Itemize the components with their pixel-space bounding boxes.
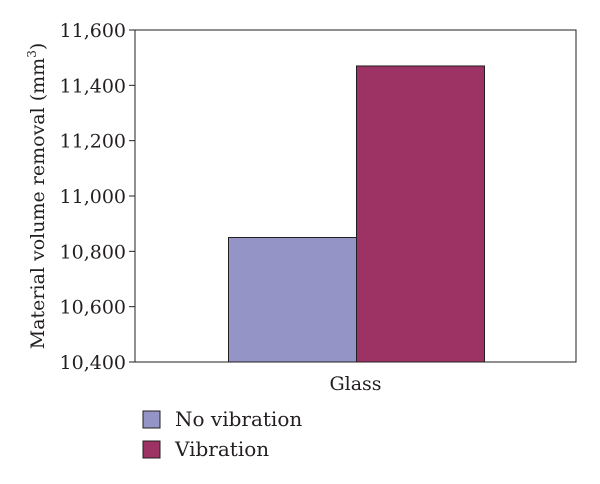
legend-swatch: [142, 410, 161, 429]
bar-no-vibration: [228, 237, 357, 363]
legend-label: No vibration: [175, 407, 302, 431]
y-tick-label: 11,200: [60, 131, 126, 153]
y-tick-label: 10,800: [60, 241, 126, 263]
bar-vibration: [356, 65, 485, 363]
x-axis-categories: Glass: [329, 373, 381, 395]
y-axis-label: Material volume removal (mm3): [25, 43, 49, 350]
y-tick-label: 11,400: [60, 75, 126, 97]
plot-frame: [134, 29, 577, 363]
y-axis-label-suffix: ): [27, 43, 49, 50]
x-category-label: Glass: [329, 373, 381, 395]
legend: No vibration Vibration: [142, 407, 302, 461]
y-axis-label-main: Material volume removal (mm: [27, 58, 49, 349]
y-axis-label-superscript: 3: [25, 50, 39, 58]
y-tick-label: 11,000: [60, 186, 126, 208]
legend-label: Vibration: [174, 437, 269, 461]
y-tick-label: 10,600: [60, 297, 126, 319]
legend-swatch: [142, 440, 161, 459]
y-tick-label: 10,400: [60, 352, 126, 374]
y-axis-ticks: 10,400 10,600 10,800 11,000 11,200 11,400 11,6…: [60, 20, 135, 374]
bars: [228, 65, 485, 363]
y-tick-label: 11,600: [60, 20, 126, 42]
